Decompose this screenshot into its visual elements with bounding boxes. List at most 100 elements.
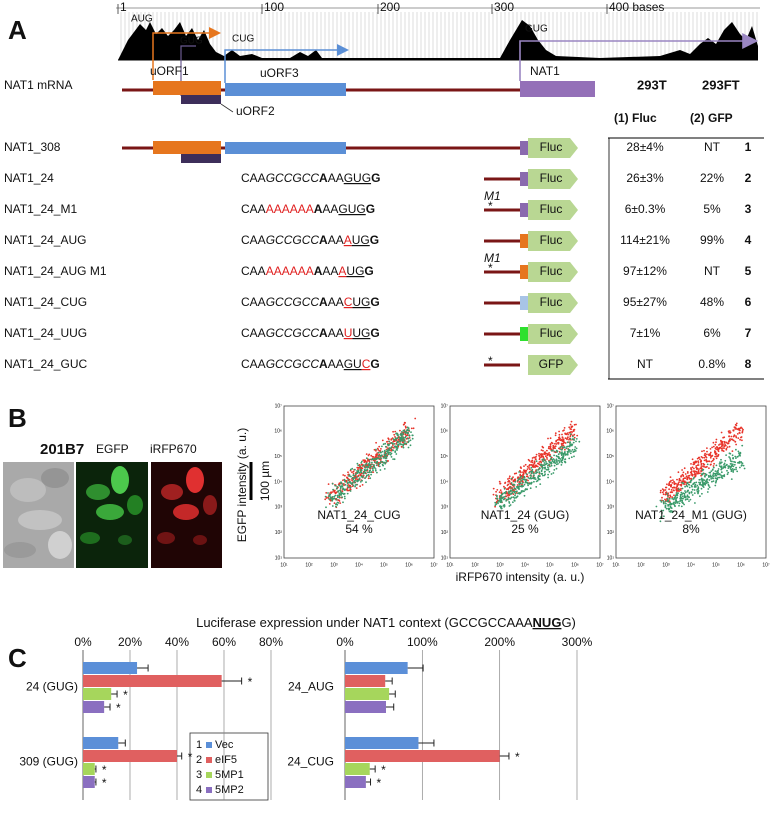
scatter-dot bbox=[371, 463, 373, 466]
scatter-dot bbox=[342, 487, 345, 490]
text-part: CAA bbox=[241, 233, 266, 247]
scatter-dot bbox=[668, 497, 671, 500]
scatter-dot bbox=[717, 471, 719, 474]
scatter-dot bbox=[368, 458, 371, 461]
scatter-dot bbox=[339, 487, 342, 490]
text-part: G bbox=[370, 233, 379, 247]
assay-header: (2) GFP bbox=[690, 111, 733, 125]
scatter-dot bbox=[335, 503, 337, 506]
scatter-dot bbox=[735, 435, 737, 437]
y-tick-label: 24_CUG bbox=[287, 755, 334, 769]
scatter-dot bbox=[360, 469, 363, 472]
y-tick-label: 309 (GUG) bbox=[19, 755, 78, 769]
scatter-dot bbox=[536, 465, 539, 468]
scatter-dot bbox=[370, 473, 372, 476]
scatter-dot bbox=[706, 463, 709, 466]
text-part: GCCGCC bbox=[266, 295, 320, 309]
legend-label: Vec bbox=[215, 739, 234, 751]
scatter-dot bbox=[708, 467, 710, 469]
scatter-dot bbox=[524, 481, 527, 484]
scatter-dot bbox=[494, 505, 496, 508]
scatter-dot bbox=[553, 445, 555, 448]
scatter-dot bbox=[365, 457, 368, 460]
scatter-dot bbox=[693, 489, 696, 491]
scatter-dot bbox=[712, 475, 715, 478]
start-codon-box bbox=[520, 265, 528, 279]
text-part: A bbox=[314, 264, 323, 278]
scatter-dot bbox=[337, 502, 340, 504]
scatter-dot bbox=[573, 439, 576, 441]
scatter-dot bbox=[677, 471, 680, 474]
scatter-dot bbox=[703, 463, 706, 466]
mutation-label: M1 bbox=[484, 189, 501, 203]
scatter-dot bbox=[527, 484, 529, 487]
scatter-dot bbox=[492, 493, 495, 496]
row-number: 4 bbox=[745, 233, 752, 247]
scatter-dot bbox=[718, 473, 720, 476]
scatter-dot bbox=[368, 469, 371, 472]
scatter-dot bbox=[338, 494, 341, 497]
gfp-value: 5% bbox=[703, 202, 721, 216]
scatter-dot bbox=[738, 452, 740, 454]
scatter-dot bbox=[715, 457, 718, 460]
scatter-dot bbox=[331, 491, 334, 493]
scatter-dot bbox=[531, 461, 534, 464]
significance-star: * bbox=[116, 701, 121, 715]
scatter-dot bbox=[402, 437, 405, 440]
scatter-dot bbox=[667, 507, 670, 510]
scatter-dot bbox=[553, 450, 556, 453]
scatter-dot bbox=[526, 488, 528, 491]
x-tick-label: 10⁶ bbox=[571, 562, 579, 568]
scatter-dot bbox=[662, 493, 665, 496]
scatter-dot bbox=[523, 465, 525, 467]
scatter-dot bbox=[710, 476, 713, 478]
scatter-dot bbox=[700, 464, 703, 466]
scatter-dot bbox=[555, 439, 558, 442]
row-number: 3 bbox=[745, 202, 752, 216]
scatter-dot bbox=[344, 489, 346, 491]
scatter-dot bbox=[699, 472, 701, 475]
sequence: CAAGCCGCCAAAGUGG bbox=[241, 171, 380, 185]
scatter-dot bbox=[395, 448, 398, 451]
scatter-dot bbox=[397, 438, 400, 441]
scatter-dot bbox=[404, 433, 407, 436]
scatter-dot bbox=[324, 498, 327, 501]
scatter-dot bbox=[365, 474, 368, 477]
scatter-dot bbox=[723, 440, 726, 443]
x-tick-label: 10⁷ bbox=[596, 562, 604, 568]
scatter-dot bbox=[710, 460, 713, 463]
scatter-dot bbox=[714, 455, 716, 458]
scatter-dot bbox=[561, 451, 563, 454]
scatter-dot bbox=[704, 452, 706, 455]
scatter-dot bbox=[708, 486, 711, 489]
error-bar bbox=[104, 703, 111, 711]
y-tick-label: 10⁷ bbox=[275, 403, 283, 409]
scatter-dot bbox=[509, 498, 511, 500]
scatter-dot bbox=[732, 469, 734, 472]
scatter-dot bbox=[705, 474, 707, 476]
row-number: 8 bbox=[745, 357, 752, 371]
text-part: G bbox=[366, 202, 375, 216]
scatter-dot bbox=[337, 490, 340, 492]
uorf2-box bbox=[181, 95, 221, 104]
text-part: AA bbox=[322, 202, 338, 216]
scatter-dot bbox=[738, 432, 741, 434]
scatter-dot bbox=[380, 457, 382, 460]
scatter-dot bbox=[693, 473, 696, 476]
scatter-dot bbox=[387, 438, 390, 441]
scatter-dot bbox=[395, 443, 397, 445]
scatter-dot bbox=[529, 477, 531, 480]
scatter-dot bbox=[562, 439, 565, 441]
scatter-dot bbox=[401, 436, 404, 438]
x-tick-label: 0% bbox=[74, 635, 92, 649]
scatter-dot bbox=[670, 479, 672, 482]
scatter-dot bbox=[336, 496, 339, 499]
scatter-dot bbox=[522, 473, 525, 475]
scatter-dot bbox=[374, 457, 377, 460]
scatter-dot bbox=[739, 452, 742, 455]
scatter-dot bbox=[531, 472, 533, 475]
scatter-dot bbox=[359, 465, 362, 468]
scatter-dot bbox=[498, 499, 501, 502]
scatter-dot bbox=[686, 478, 689, 481]
scatter-dot bbox=[667, 500, 670, 502]
